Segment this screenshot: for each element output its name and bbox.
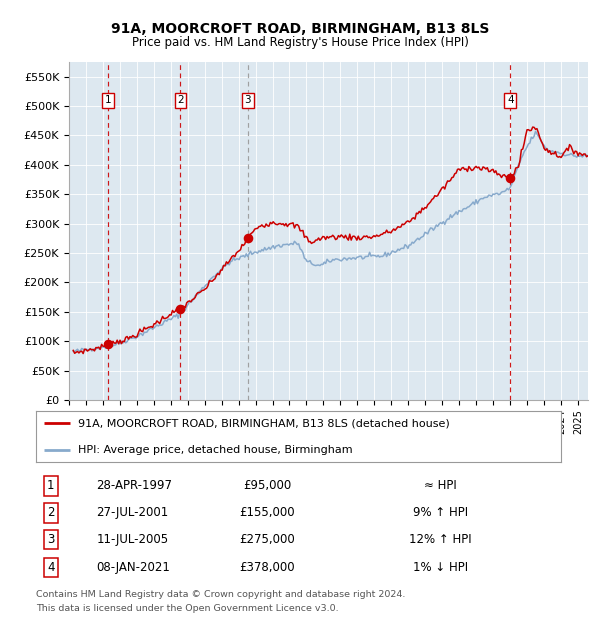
- Text: 1: 1: [105, 95, 112, 105]
- Text: 91A, MOORCROFT ROAD, BIRMINGHAM, B13 8LS: 91A, MOORCROFT ROAD, BIRMINGHAM, B13 8LS: [111, 22, 489, 36]
- Text: 4: 4: [47, 561, 55, 574]
- Text: 08-JAN-2021: 08-JAN-2021: [97, 561, 170, 574]
- Text: 1: 1: [47, 479, 55, 492]
- Text: £275,000: £275,000: [239, 533, 295, 546]
- Text: 12% ↑ HPI: 12% ↑ HPI: [409, 533, 472, 546]
- Text: 2: 2: [47, 507, 55, 519]
- Point: [243, 233, 253, 243]
- Text: HPI: Average price, detached house, Birmingham: HPI: Average price, detached house, Birm…: [78, 445, 353, 454]
- Point: [104, 339, 113, 349]
- Text: 91A, MOORCROFT ROAD, BIRMINGHAM, B13 8LS (detached house): 91A, MOORCROFT ROAD, BIRMINGHAM, B13 8LS…: [78, 418, 450, 428]
- Text: 11-JUL-2005: 11-JUL-2005: [97, 533, 169, 546]
- Text: £155,000: £155,000: [239, 507, 295, 519]
- Text: Price paid vs. HM Land Registry's House Price Index (HPI): Price paid vs. HM Land Registry's House …: [131, 36, 469, 49]
- Text: 9% ↑ HPI: 9% ↑ HPI: [413, 507, 468, 519]
- Point: [506, 173, 515, 183]
- Text: 3: 3: [244, 95, 251, 105]
- Text: £95,000: £95,000: [243, 479, 291, 492]
- Text: 2: 2: [177, 95, 184, 105]
- Text: 1% ↓ HPI: 1% ↓ HPI: [413, 561, 468, 574]
- Text: ≈ HPI: ≈ HPI: [424, 479, 457, 492]
- Text: 28-APR-1997: 28-APR-1997: [97, 479, 172, 492]
- Text: 4: 4: [507, 95, 514, 105]
- Text: Contains HM Land Registry data © Crown copyright and database right 2024.: Contains HM Land Registry data © Crown c…: [36, 590, 406, 600]
- Text: £378,000: £378,000: [239, 561, 295, 574]
- Text: This data is licensed under the Open Government Licence v3.0.: This data is licensed under the Open Gov…: [36, 604, 338, 613]
- Point: [176, 304, 185, 314]
- Text: 27-JUL-2001: 27-JUL-2001: [97, 507, 169, 519]
- Text: 3: 3: [47, 533, 55, 546]
